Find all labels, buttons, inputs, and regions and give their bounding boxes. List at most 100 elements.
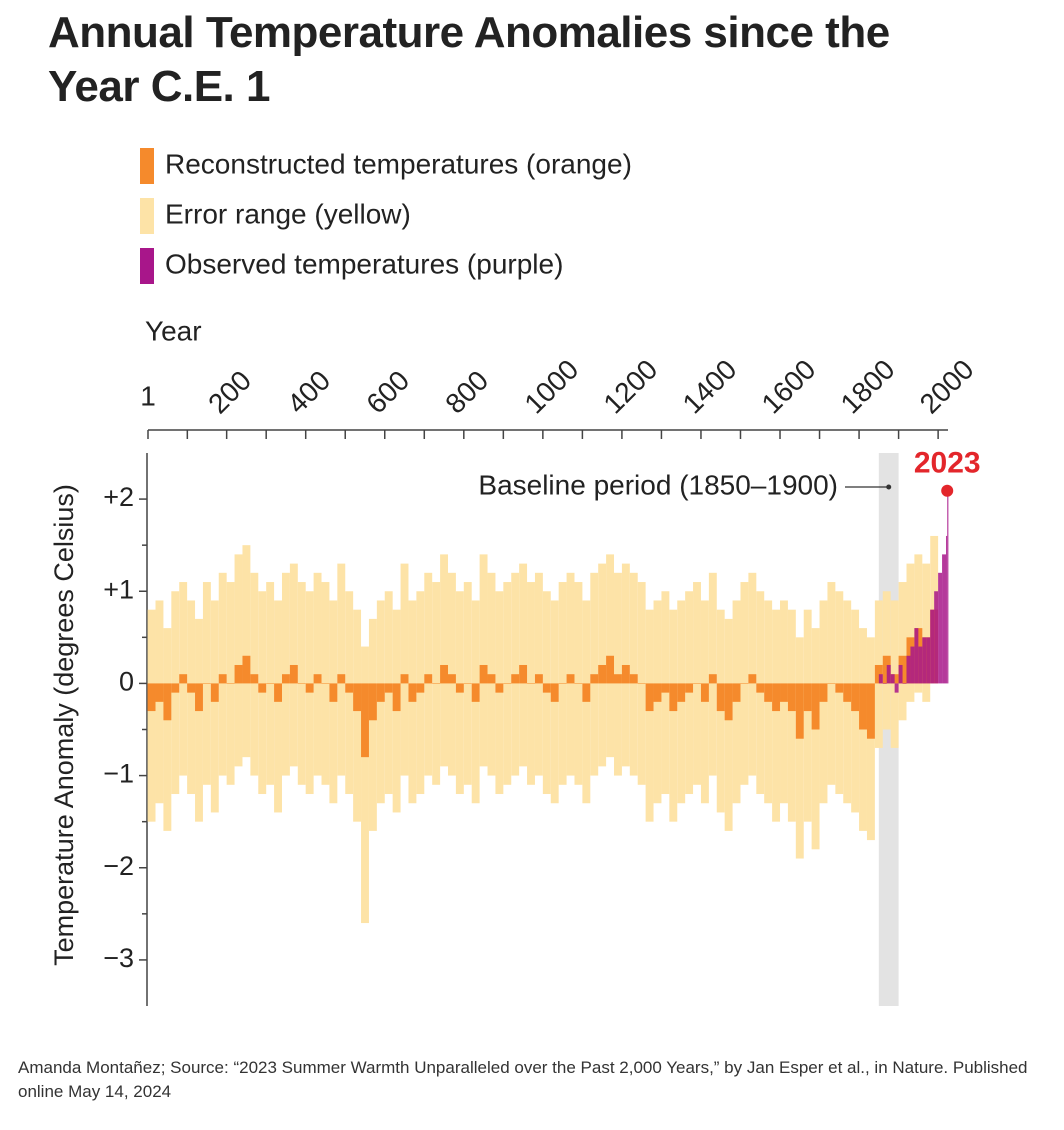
error-range [922, 563, 931, 702]
reconstructed-bar [827, 683, 836, 684]
observed-bar [942, 554, 947, 684]
observed-bar [882, 683, 887, 684]
reconstructed-bar [195, 683, 203, 712]
reconstructed-bar [534, 674, 543, 684]
reconstructed-bar [455, 683, 464, 693]
error-range [400, 563, 409, 776]
reconstructed-bar [756, 683, 765, 693]
observed-bar [910, 646, 915, 684]
error-range [740, 582, 749, 785]
reconstructed-bar [226, 683, 235, 684]
reconstructed-bar [416, 683, 425, 693]
reconstructed-bar [787, 683, 796, 712]
reconstructed-bar [274, 683, 282, 702]
highlight-label: 2023 [914, 447, 981, 480]
reconstructed-bar [843, 683, 852, 702]
reconstructed-bar [179, 674, 188, 684]
legend-label: Reconstructed temperatures (orange) [165, 148, 632, 179]
observed-bar [906, 655, 911, 684]
reconstructed-bar [289, 664, 298, 684]
reconstructed-bar [708, 674, 717, 684]
reconstructed-bar [645, 683, 654, 712]
reconstructed-bar [218, 674, 227, 684]
reconstructed-bar [424, 674, 433, 684]
observed-bar [938, 572, 943, 684]
reconstructed-bar [511, 674, 520, 684]
error-range [827, 582, 836, 785]
reconstructed-bar [400, 674, 409, 684]
error-range [803, 609, 812, 822]
observed-bar [922, 637, 927, 684]
reconstructed-bar [653, 683, 662, 702]
reconstructed-bar [392, 683, 401, 712]
reconstructed-bar [487, 674, 496, 684]
reconstructed-bar [693, 683, 701, 684]
reconstructed-bar [716, 683, 725, 712]
reconstructed-bar [866, 683, 875, 739]
highlight-dot [941, 484, 954, 497]
error-range [534, 572, 543, 776]
error-range [281, 572, 290, 776]
observed-bar [898, 664, 903, 684]
reconstructed-bar [582, 683, 591, 702]
reconstructed-bar [448, 674, 456, 684]
error-range [503, 582, 512, 785]
reconstructed-bar [614, 674, 622, 684]
reconstructed-bar [337, 674, 346, 684]
baseline-label: Baseline period (1850–1900) [478, 469, 838, 500]
x-tick-label: 800 [439, 365, 494, 420]
annotation-dot [886, 484, 892, 490]
error-range [519, 563, 528, 767]
reconstructed-bar [368, 683, 377, 721]
error-range [708, 572, 717, 776]
legend-swatch [140, 248, 154, 284]
reconstructed-bar [471, 683, 480, 702]
reconstructed-bar [305, 683, 314, 693]
chart-title: Annual Temperature Anomalies since the Y… [48, 8, 890, 111]
reconstructed-bar [590, 674, 599, 684]
reconstructed-bar [803, 683, 812, 712]
observed-bar [886, 664, 891, 684]
error-range [202, 582, 211, 785]
reconstructed-bar [669, 683, 678, 712]
error-range [811, 628, 820, 850]
error-range [226, 582, 235, 785]
error-range [368, 618, 377, 831]
x-tick-label: 1600 [756, 353, 822, 419]
error-range [645, 609, 654, 822]
error-range [361, 646, 369, 924]
legend-swatch [140, 198, 154, 234]
observed-bar [926, 637, 931, 684]
observed-bar [946, 535, 948, 684]
reconstructed-bar [250, 674, 259, 684]
reconstructed-bar [361, 683, 369, 758]
observed-bar [890, 674, 895, 684]
x-tick-label: 1800 [835, 353, 901, 419]
error-range [195, 618, 203, 822]
x-tick-label: 1400 [677, 353, 743, 419]
error-range [463, 582, 472, 785]
reconstructed-bar [724, 683, 733, 721]
reconstructed-bar [811, 683, 820, 730]
reconstructed-bar [463, 683, 472, 684]
error-range [210, 600, 219, 813]
y-tick-label: +2 [103, 482, 134, 512]
x-tick-label: 1000 [518, 353, 584, 419]
error-range [440, 554, 448, 767]
y-tick-label: −3 [103, 943, 134, 973]
x-axis-title: Year [145, 315, 202, 346]
reconstructed-bar [202, 683, 211, 684]
reconstructed-bar [281, 674, 290, 684]
observed-bar [930, 609, 935, 684]
reconstructed-bar [376, 683, 385, 702]
reconstructed-bar [171, 683, 180, 693]
reconstructed-bar [495, 683, 504, 693]
reconstructed-bar [685, 683, 694, 693]
error-range [353, 609, 362, 822]
error-range [218, 572, 227, 776]
reconstructed-bar [155, 683, 164, 702]
reconstructed-bar [629, 674, 638, 684]
reconstructed-bar [558, 683, 567, 684]
error-range [637, 582, 646, 785]
reconstructed-bar [353, 683, 362, 712]
